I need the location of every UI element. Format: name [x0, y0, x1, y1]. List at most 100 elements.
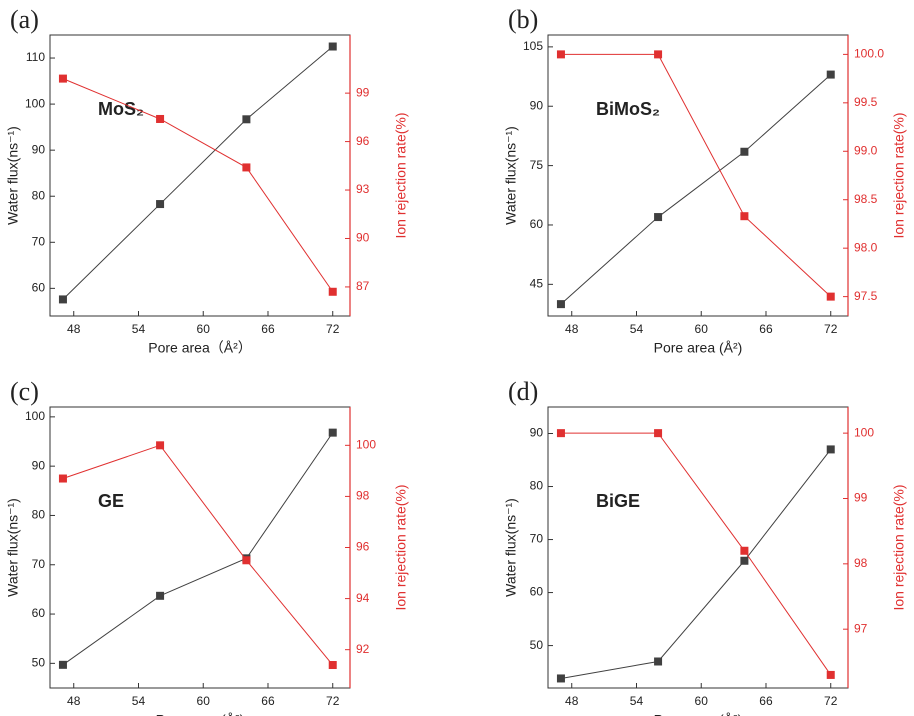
- y2-tick-label: 96: [356, 540, 370, 554]
- x-tick-label: 72: [824, 694, 838, 708]
- x-tick-label: 54: [630, 694, 644, 708]
- x-tick-label: 54: [630, 322, 644, 336]
- y-tick-label: 50: [530, 638, 544, 652]
- x-axis-label: Pore area (Å²): [654, 340, 743, 356]
- series-line: [560, 74, 832, 305]
- y-tick-label: 80: [32, 188, 46, 202]
- y2-axis-label: Ion rejection rate(%): [891, 484, 907, 610]
- marker: [156, 591, 165, 600]
- marker: [654, 657, 663, 666]
- panel-label: (c): [10, 377, 39, 406]
- x-tick-label: 54: [132, 322, 146, 336]
- annotation: MoS₂: [98, 99, 144, 119]
- x-tick-label: 60: [695, 694, 709, 708]
- panel: (d) 48 54 60 66 72 50 60 70 80 90 97 98 99 100 Pore are…: [503, 377, 907, 716]
- y-axis-label: Water flux(ns⁻¹): [5, 498, 21, 597]
- marker: [654, 50, 663, 59]
- y2-tick-label: 98: [854, 556, 868, 570]
- marker: [156, 114, 165, 123]
- series-line: [560, 53, 832, 297]
- y-tick-label: 80: [530, 479, 544, 493]
- x-tick-label: 48: [67, 694, 81, 708]
- y2-tick-label: 99.0: [854, 143, 878, 157]
- marker: [654, 213, 663, 222]
- y-axis-label: Water flux(ns⁻¹): [503, 498, 519, 597]
- y2-tick-label: 99: [356, 85, 370, 99]
- marker: [58, 74, 67, 83]
- y-tick-label: 60: [530, 585, 544, 599]
- plot-frame: [49, 406, 351, 689]
- plot-frame: [49, 34, 351, 317]
- y2-tick-label: 90: [356, 231, 370, 245]
- series-line: [62, 46, 334, 300]
- y-tick-label: 80: [32, 508, 46, 522]
- series-line: [62, 78, 334, 293]
- marker: [328, 287, 337, 296]
- plot-frame: [547, 406, 849, 689]
- x-tick-label: 72: [326, 322, 340, 336]
- y2-tick-label: 96: [356, 134, 370, 148]
- x-tick-label: 72: [824, 322, 838, 336]
- marker: [740, 546, 749, 555]
- marker: [328, 42, 337, 51]
- x-tick-label: 66: [759, 694, 773, 708]
- y-tick-label: 75: [530, 158, 544, 172]
- panel-label: (a): [10, 5, 39, 34]
- y-tick-label: 70: [32, 234, 46, 248]
- x-axis-label: Pore area (Å²): [654, 712, 743, 716]
- y2-tick-label: 99: [854, 491, 868, 505]
- x-tick-label: 60: [695, 322, 709, 336]
- panel: (a) 48 54 60 66 72 60 70 80 90 100 110 87 90 93 96 99 Por…: [5, 5, 409, 356]
- y-tick-label: 50: [32, 656, 46, 670]
- y-tick-label: 90: [32, 142, 46, 156]
- y2-tick-label: 100: [854, 425, 874, 439]
- y2-axis-label: Ion rejection rate(%): [393, 112, 409, 238]
- y-tick-label: 100: [25, 409, 45, 423]
- marker: [740, 556, 749, 565]
- marker: [242, 163, 251, 172]
- marker: [826, 292, 835, 301]
- marker: [58, 295, 67, 304]
- marker: [556, 50, 565, 59]
- y-tick-label: 60: [32, 281, 46, 295]
- y2-tick-label: 97.5: [854, 289, 878, 303]
- series-line: [62, 444, 334, 666]
- y2-tick-label: 100: [356, 437, 376, 451]
- x-tick-label: 48: [565, 322, 579, 336]
- y-tick-label: 60: [530, 217, 544, 231]
- y2-tick-label: 98.5: [854, 192, 878, 206]
- y-tick-label: 60: [32, 606, 46, 620]
- y-tick-label: 70: [32, 557, 46, 571]
- marker: [156, 441, 165, 450]
- marker: [556, 674, 565, 683]
- annotation: BiGE: [596, 491, 640, 511]
- panel: (b) 48 54 60 66 72 45 60 75 90 105 97.5 98.0 98.5 99.0…: [503, 5, 907, 356]
- marker: [242, 556, 251, 565]
- y-axis-label: Water flux(ns⁻¹): [5, 126, 21, 225]
- annotation: BiMoS₂: [596, 99, 660, 119]
- panel: (c) 48 54 60 66 72 50 60 70 80 90 100 92 94 96 98 100 Por…: [5, 377, 409, 716]
- x-axis-label: Pore area (Å²): [156, 712, 245, 716]
- y-tick-label: 45: [530, 277, 544, 291]
- panel-label: (b): [508, 5, 538, 34]
- y2-tick-label: 87: [356, 279, 370, 293]
- marker: [242, 115, 251, 124]
- marker: [328, 661, 337, 670]
- y-tick-label: 90: [32, 458, 46, 472]
- x-tick-label: 60: [197, 694, 211, 708]
- panel-label: (d): [508, 377, 538, 406]
- marker: [58, 474, 67, 483]
- x-tick-label: 66: [261, 694, 275, 708]
- y2-tick-label: 97: [854, 621, 868, 635]
- marker: [826, 670, 835, 679]
- y-tick-label: 110: [26, 50, 45, 64]
- y2-tick-label: 93: [356, 182, 370, 196]
- x-tick-label: 54: [132, 694, 146, 708]
- y-tick-label: 90: [530, 98, 544, 112]
- y-tick-label: 105: [523, 39, 543, 53]
- y2-tick-label: 94: [356, 591, 370, 605]
- y2-tick-label: 98: [356, 489, 370, 503]
- y2-axis-label: Ion rejection rate(%): [891, 112, 907, 238]
- annotation: GE: [98, 491, 124, 511]
